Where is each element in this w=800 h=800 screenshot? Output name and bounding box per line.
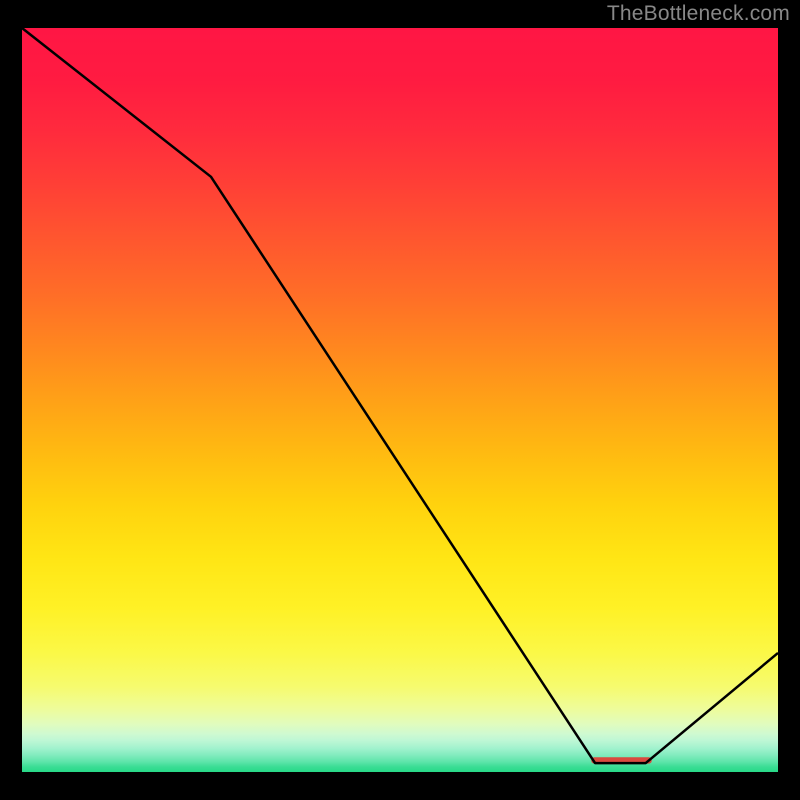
chart-svg <box>0 0 800 800</box>
plot-background <box>22 28 778 772</box>
watermark-text: TheBottleneck.com <box>607 2 790 26</box>
bottleneck-chart: TheBottleneck.com <box>0 0 800 800</box>
